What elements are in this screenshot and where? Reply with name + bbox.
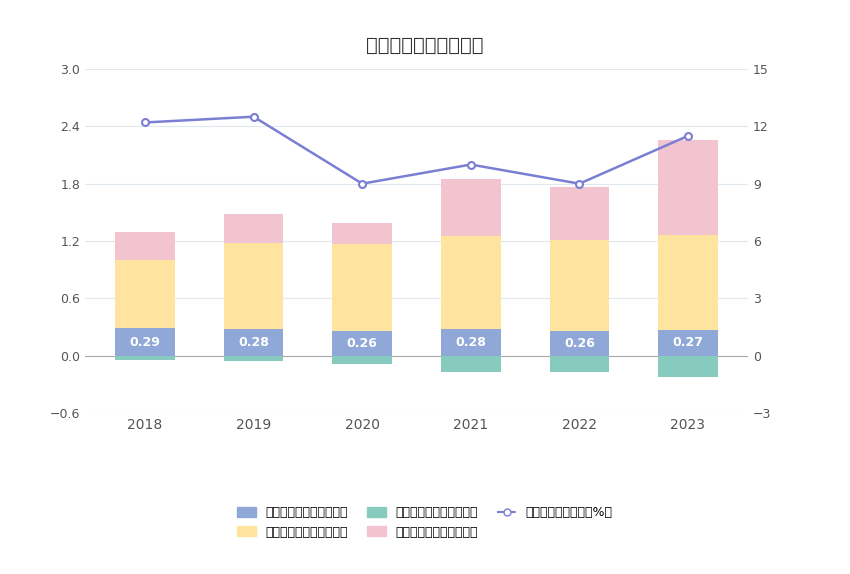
Bar [441,356,501,372]
Bar [224,356,283,360]
Text: 0.26: 0.26 [564,337,595,350]
Bar [550,187,609,240]
Bar [550,240,609,331]
Bar [332,331,392,356]
Text: 0.26: 0.26 [347,337,377,350]
Bar [115,356,175,360]
Bar [224,214,283,243]
Bar [658,330,718,356]
Bar [658,235,718,330]
Bar [224,243,283,329]
Bar [550,331,609,356]
Bar [441,179,501,236]
Bar [115,231,175,260]
Bar [332,356,392,363]
Text: 0.27: 0.27 [672,336,704,350]
Bar [332,244,392,331]
Bar [550,356,609,372]
Bar [224,329,283,356]
Bar [658,139,718,235]
Bar [115,328,175,356]
Legend: 左轴：销售费用（亿元）, 左轴：管理费用（亿元）, 左轴：财务费用（亿元）, 左轴：研发费用（亿元）, 右轴：期间费用率（%）: 左轴：销售费用（亿元）, 左轴：管理费用（亿元）, 左轴：财务费用（亿元）, 左… [231,500,619,545]
Text: 历年期间费用变化情况: 历年期间费用变化情况 [366,36,484,56]
Text: 0.29: 0.29 [129,336,161,348]
Text: 0.28: 0.28 [456,336,486,349]
Bar [115,260,175,328]
Bar [441,236,501,329]
Bar [332,223,392,244]
Bar [658,356,718,377]
Bar [441,329,501,356]
Text: 0.28: 0.28 [238,336,269,349]
